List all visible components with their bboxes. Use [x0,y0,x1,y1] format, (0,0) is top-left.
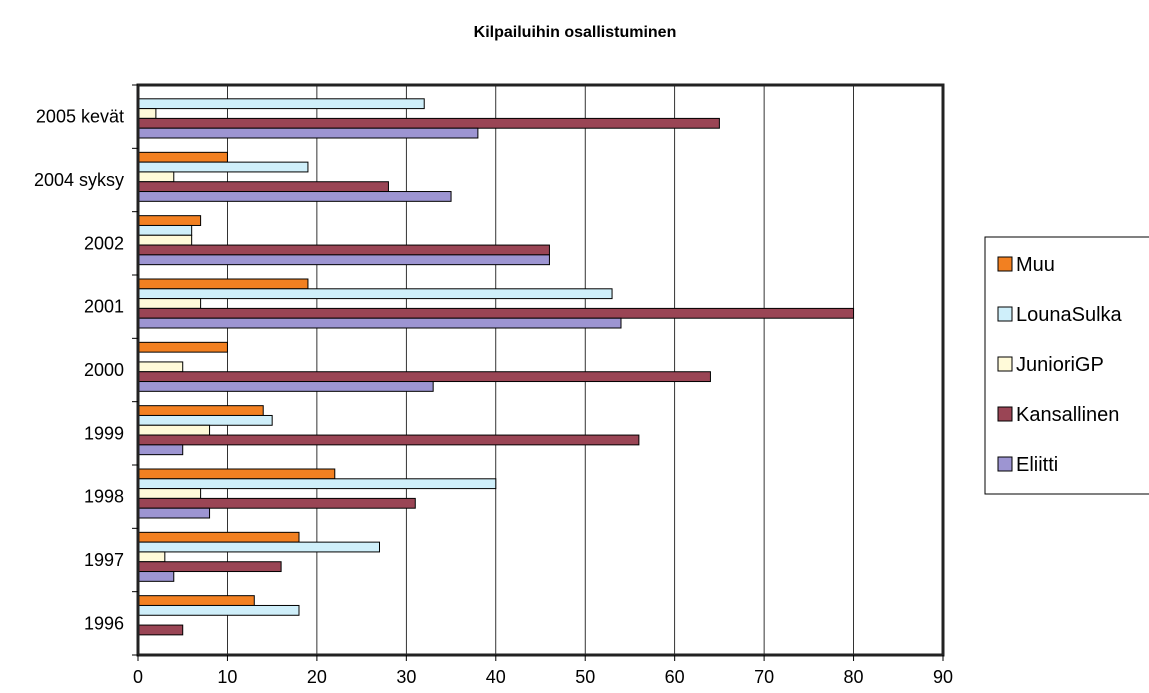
y-tick-label: 1997 [84,550,124,570]
bar-eliitti-2002 [137,254,550,266]
x-tick-label: 70 [754,667,774,687]
x-tick-label: 90 [933,667,953,687]
bar-lounasulka-1997 [137,541,380,553]
bar-muu-2000 [137,341,228,353]
y-tick-label: 2000 [84,360,124,380]
bar-muu-1997 [137,531,300,543]
bar-kansallinen-2000 [137,371,711,383]
legend-swatch-juniorigp [997,356,1013,372]
bar-kansallinen-2002 [137,244,550,256]
bar-lounasulka-1998 [137,478,497,490]
bar-kansallinen-2001 [137,307,855,319]
bar-kansallinen-1998 [137,497,416,509]
legend-label-juniorigp: JunioriGP [1016,354,1104,376]
bar-lounasulka-2005-kevät [137,98,425,110]
legend-swatch-eliitti [997,456,1013,472]
y-tick-label: 1999 [84,423,124,443]
legend-label-eliitti: Eliitti [1016,454,1058,476]
legend-label-lounasulka: LounaSulka [1016,304,1123,326]
legend-swatch-muu [997,256,1013,272]
bar-lounasulka-2002 [137,224,193,236]
y-tick-label: 2005 kevät [36,107,124,127]
bar-kansallinen-1996 [137,624,184,636]
plot-area: 1996 1997 1998 1999 2000 2001 2002 2004 syksy 20… [34,83,953,687]
x-tick-label: 50 [575,667,595,687]
legend-label-kansallinen: Kansallinen [1016,404,1119,426]
bar-eliitti-1999 [137,444,184,456]
bar-juniorigp-1998 [137,488,202,499]
bar-lounasulka-1996 [137,604,300,616]
y-tick-label: 1996 [84,613,124,633]
bar-muu-1996 [137,595,255,606]
bar-kansallinen-2004-syksy [137,181,389,193]
bar-eliitti-2004-syksy [137,191,452,202]
bar-kansallinen-1997 [137,561,282,573]
legend-label-muu: Muu [1016,254,1055,276]
x-tick-label: 0 [133,667,143,687]
bar-muu-2001 [137,278,309,290]
legend-swatch-lounasulka [997,306,1013,322]
bar-juniorigp-2001 [137,298,202,309]
x-tick-label: 30 [396,667,416,687]
bar-muu-1998 [137,468,336,480]
y-tick-label: 1998 [84,487,124,507]
y-tick-label: 2004 syksy [34,170,124,190]
y-tick-label: 2002 [84,233,124,253]
x-tick-label: 40 [486,667,506,687]
x-tick-label: 10 [217,667,237,687]
bar-muu-1999 [137,405,264,416]
bar-eliitti-2005-kevät [137,127,479,139]
x-tick-label: 20 [307,667,327,687]
bar-eliitti-2000 [137,381,434,392]
bar-muu-2002 [137,215,202,226]
bar-eliitti-2001 [137,317,622,329]
x-tick-label: 80 [844,667,864,687]
bar-juniorigp-2004-syksy [137,171,175,183]
legend-swatch-kansallinen [997,406,1013,422]
bar-muu-2004-syksy [137,151,228,163]
legend: Muu LounaSulka JunioriGP Kansallinen Eliitti [984,236,1149,495]
plot-background [138,85,943,655]
plot-frame [136,83,945,657]
bar-juniorigp-2002 [137,234,193,246]
bar-lounasulka-2001 [137,288,613,300]
bar-kansallinen-2005-kevät [137,117,720,129]
bar-kansallinen-1999 [137,434,640,446]
y-tick-label: 2001 [84,297,124,317]
bar-juniorigp-2000 [137,361,184,373]
bar-juniorigp-2005-kevät [137,108,157,119]
bar-eliitti-1998 [137,507,211,519]
bar-lounasulka-1999 [137,414,273,426]
x-tick-label: 60 [665,667,685,687]
bar-eliitti-1997 [137,571,175,582]
bar-juniorigp-1999 [137,424,211,436]
chart-title: Kilpailuihin osallistuminen [474,24,677,41]
bar-juniorigp-1997 [137,551,166,563]
bar-lounasulka-2004-syksy [137,161,309,173]
